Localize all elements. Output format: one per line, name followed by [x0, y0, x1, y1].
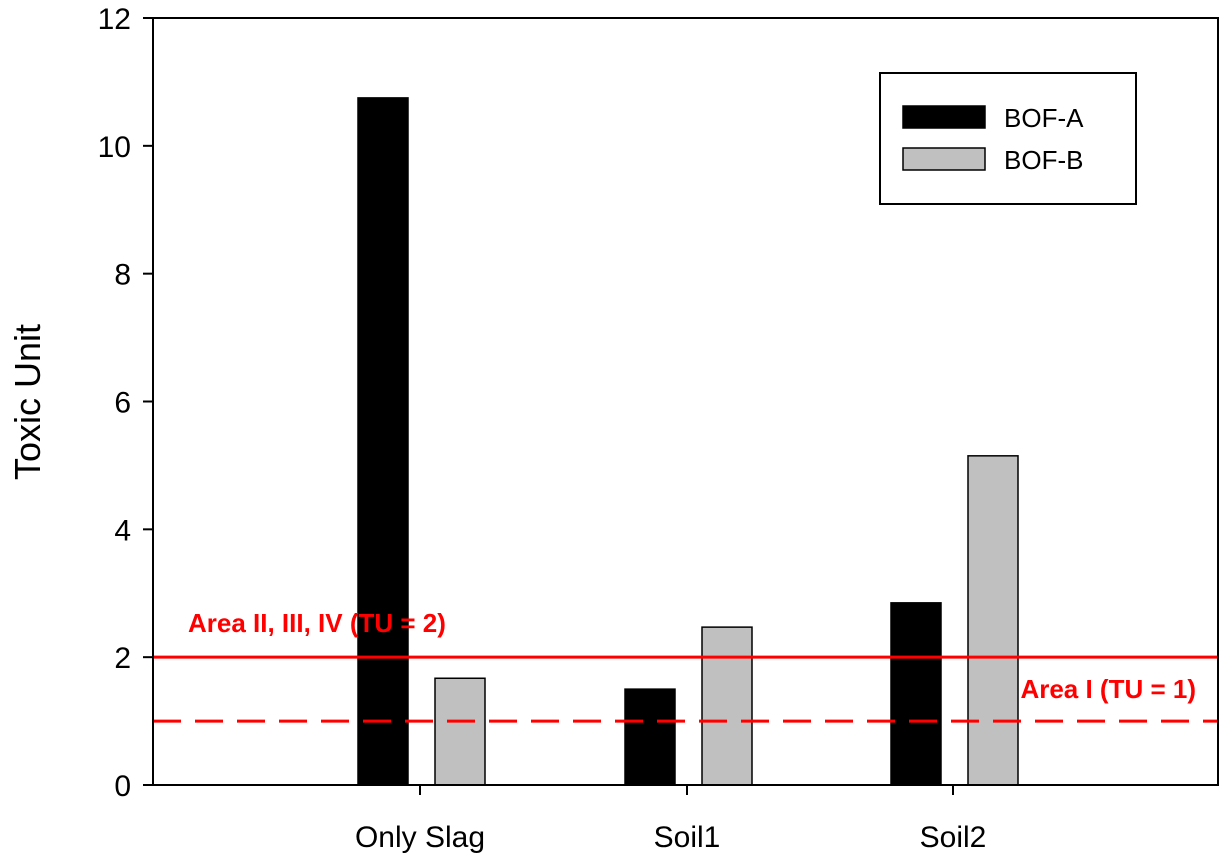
reference-label-tu-1: Area I (TU = 1) [1020, 674, 1196, 704]
legend-label-bof-a: BOF-A [1004, 103, 1084, 133]
x-tick-label: Soil2 [920, 821, 987, 854]
x-tick-label: Only Slag [355, 821, 485, 854]
legend-swatch-bof-b [902, 147, 986, 171]
reference-label-tu-2: Area II, III, IV (TU = 2) [188, 608, 446, 638]
legend-label-bof-b: BOF-B [1004, 145, 1083, 175]
bars-layer [357, 97, 1019, 786]
x-tick-label: Soil1 [654, 821, 721, 854]
y-tick-label: 6 [114, 387, 131, 420]
reference-lines-layer: Area II, III, IV (TU = 2) Area I (TU = 1) [153, 608, 1218, 723]
y-tick-label: 0 [114, 770, 131, 803]
y-tick-label: 8 [114, 259, 131, 292]
legend-frame [879, 72, 1137, 205]
bar-bof-b-soil2 [967, 455, 1019, 786]
bar-bof-b-soil1 [701, 626, 753, 786]
legend-swatch-bof-a [902, 105, 986, 129]
legend: BOF-A BOF-B [879, 72, 1137, 205]
y-tick-label: 10 [98, 131, 131, 164]
bar-bof-a-soil1 [624, 688, 676, 786]
bar-bof-b-only-slag [434, 677, 486, 786]
y-axis: 0 2 4 6 8 10 12 [98, 3, 153, 803]
y-tick-label: 4 [114, 514, 131, 547]
y-axis-title: Toxic Unit [7, 324, 48, 480]
x-axis: Only Slag Soil1 Soil2 [355, 785, 986, 854]
y-tick-label: 2 [114, 642, 131, 675]
bar-bof-a-only-slag [357, 97, 409, 786]
bar-bof-a-soil2 [890, 602, 942, 786]
y-tick-label: 12 [98, 3, 131, 36]
